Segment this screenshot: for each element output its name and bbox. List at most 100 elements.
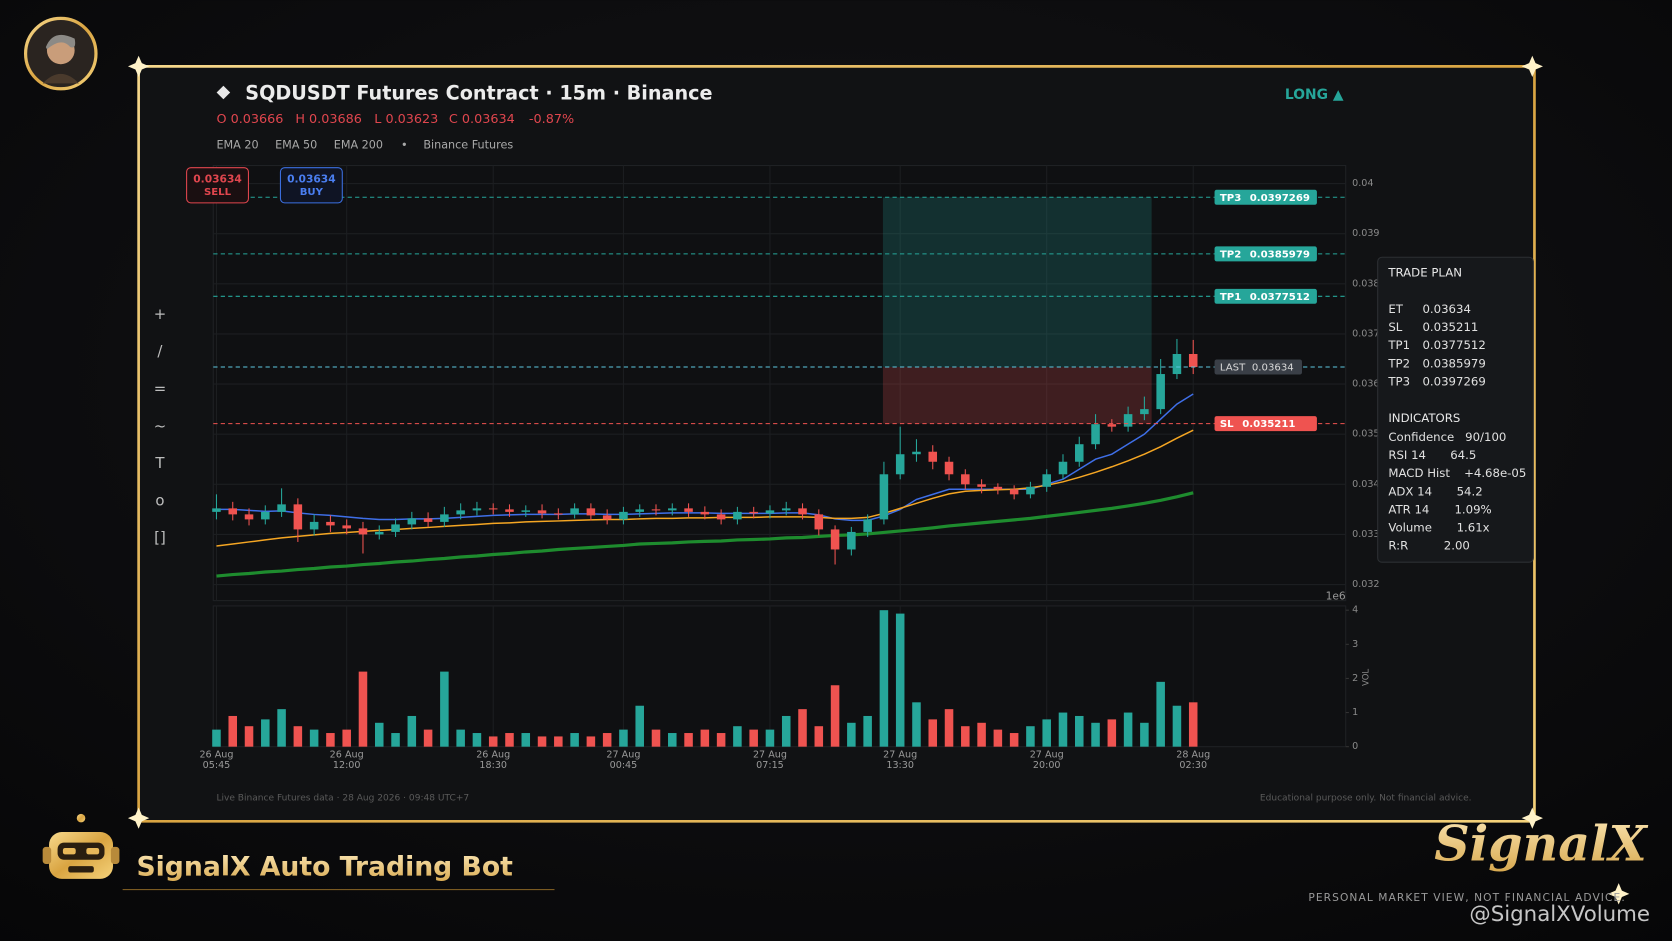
level-tag <box>1214 246 1317 262</box>
toolbar-tool[interactable]: ~ <box>154 417 167 435</box>
volume-bar <box>961 726 970 747</box>
legend-source: Binance Futures <box>423 138 513 151</box>
sell-label[interactable]: SELL <box>204 187 232 198</box>
indicator-key: Volume <box>1388 521 1432 535</box>
volume-bar <box>1107 719 1117 747</box>
volume-bar <box>847 722 856 747</box>
candle-body <box>277 504 286 512</box>
volume-bar <box>358 671 368 747</box>
volume-bar <box>570 733 579 747</box>
level-tag <box>1214 288 1317 304</box>
volume-bar <box>863 715 872 747</box>
sell-price[interactable]: 0.03634 <box>193 172 242 185</box>
buy-button[interactable] <box>279 167 343 204</box>
candle-body <box>847 531 856 550</box>
level-name: TP1 <box>1220 292 1241 303</box>
candle-body <box>1091 424 1100 445</box>
robot-icon <box>42 813 120 879</box>
volume-bar <box>1172 705 1182 747</box>
sell-button[interactable] <box>186 167 249 204</box>
candle-body <box>700 511 710 515</box>
candle-body <box>212 508 221 512</box>
volume-bar <box>505 733 514 747</box>
axis-offset-label: 1e6 <box>1326 589 1346 602</box>
plan-key: TP1 <box>1387 338 1410 352</box>
volume-bar <box>472 733 482 747</box>
indicator-value: 1.61x <box>1457 521 1490 535</box>
indicator-value: 1.09% <box>1454 502 1491 516</box>
direction-badge: LONG ▲ <box>1285 87 1344 103</box>
indicator-key: ADX 14 <box>1388 484 1432 498</box>
candle-body <box>570 508 579 515</box>
volume-bar <box>488 736 498 747</box>
candle-body <box>505 509 514 512</box>
volume-bar <box>668 733 677 747</box>
volume-bar <box>586 736 596 747</box>
volume-bar <box>684 733 693 747</box>
plan-key: TP3 <box>1387 374 1410 388</box>
indicator-value: 90/100 <box>1465 430 1506 444</box>
toolbar-tool[interactable]: [] <box>154 529 166 547</box>
ohlc-close: C 0.03634 <box>449 112 515 127</box>
level-name: SL <box>1220 419 1234 430</box>
volume-bar <box>716 733 726 747</box>
volume-bar <box>440 671 449 747</box>
indicators-title: INDICATORS <box>1388 411 1460 425</box>
volume-bar <box>814 726 824 747</box>
candle-body <box>244 514 254 520</box>
x-tick-label: 27 Aug 00:45 <box>606 749 641 772</box>
y-tick-label: 2 <box>1352 673 1358 684</box>
y-tick-label: 0.036 <box>1352 379 1379 390</box>
loss-zone <box>882 367 1152 424</box>
candle-body <box>1026 486 1035 495</box>
candle-body <box>619 511 628 520</box>
volume-bar <box>1058 712 1068 747</box>
legend-separator: • <box>401 138 408 151</box>
toolbar-tool[interactable]: / <box>157 342 163 360</box>
x-tick-label-box: 28 Aug 02:30 <box>1176 750 1210 771</box>
candle-body <box>1074 444 1084 462</box>
plan-key: SL <box>1388 320 1402 334</box>
y-tick-label: 0.032 <box>1352 579 1379 590</box>
candle-body <box>1123 414 1133 427</box>
avatar <box>23 16 98 91</box>
toolbar-tool[interactable]: + <box>154 305 167 323</box>
toolbar-tool[interactable]: T <box>154 454 165 472</box>
buy-label[interactable]: BUY <box>300 187 324 198</box>
toolbar-tool[interactable]: = <box>154 379 167 397</box>
volume-bar <box>993 729 1003 747</box>
candle-body <box>635 509 644 512</box>
trade-plan-panel <box>1377 256 1534 563</box>
buy-price[interactable]: 0.03634 <box>287 172 336 185</box>
volume-bar <box>1074 715 1084 747</box>
candle-body <box>798 508 807 515</box>
y-tick-label: 4 <box>1352 605 1358 616</box>
indicator-key: MACD Hist <box>1388 466 1450 480</box>
footer-right: Educational purpose only. Not financial … <box>1260 793 1472 803</box>
candle-body <box>928 451 938 462</box>
plan-value: 0.03634 <box>1422 302 1470 316</box>
candle-body <box>374 531 384 535</box>
indicator-key: Confidence <box>1388 430 1454 444</box>
volume-bar <box>1156 681 1165 747</box>
candle-body <box>1140 409 1149 415</box>
y-tick-label: 0.037 <box>1352 328 1379 339</box>
candle-body <box>749 511 758 514</box>
plan-value: 0.0385979 <box>1422 356 1485 370</box>
y-tick-label: 1 <box>1352 707 1358 718</box>
volume-bar <box>374 722 384 747</box>
volume-bar <box>733 726 742 747</box>
x-tick-label-box: 26 Aug 18:30 <box>476 750 510 771</box>
volume-bar <box>342 729 351 747</box>
frame-sparkles <box>127 55 1630 905</box>
y-tick-label: 3 <box>1352 639 1358 650</box>
brand-logo: SignalX <box>1434 814 1648 872</box>
candle-body <box>423 518 433 522</box>
plan-key: TP2 <box>1387 356 1410 370</box>
toolbar-tool[interactable]: o <box>155 491 164 509</box>
volume-bar <box>1091 722 1100 747</box>
volume-bar <box>261 719 270 747</box>
level-value: 0.0385979 <box>1250 249 1310 260</box>
ohlc-change: -0.87% <box>529 112 574 127</box>
